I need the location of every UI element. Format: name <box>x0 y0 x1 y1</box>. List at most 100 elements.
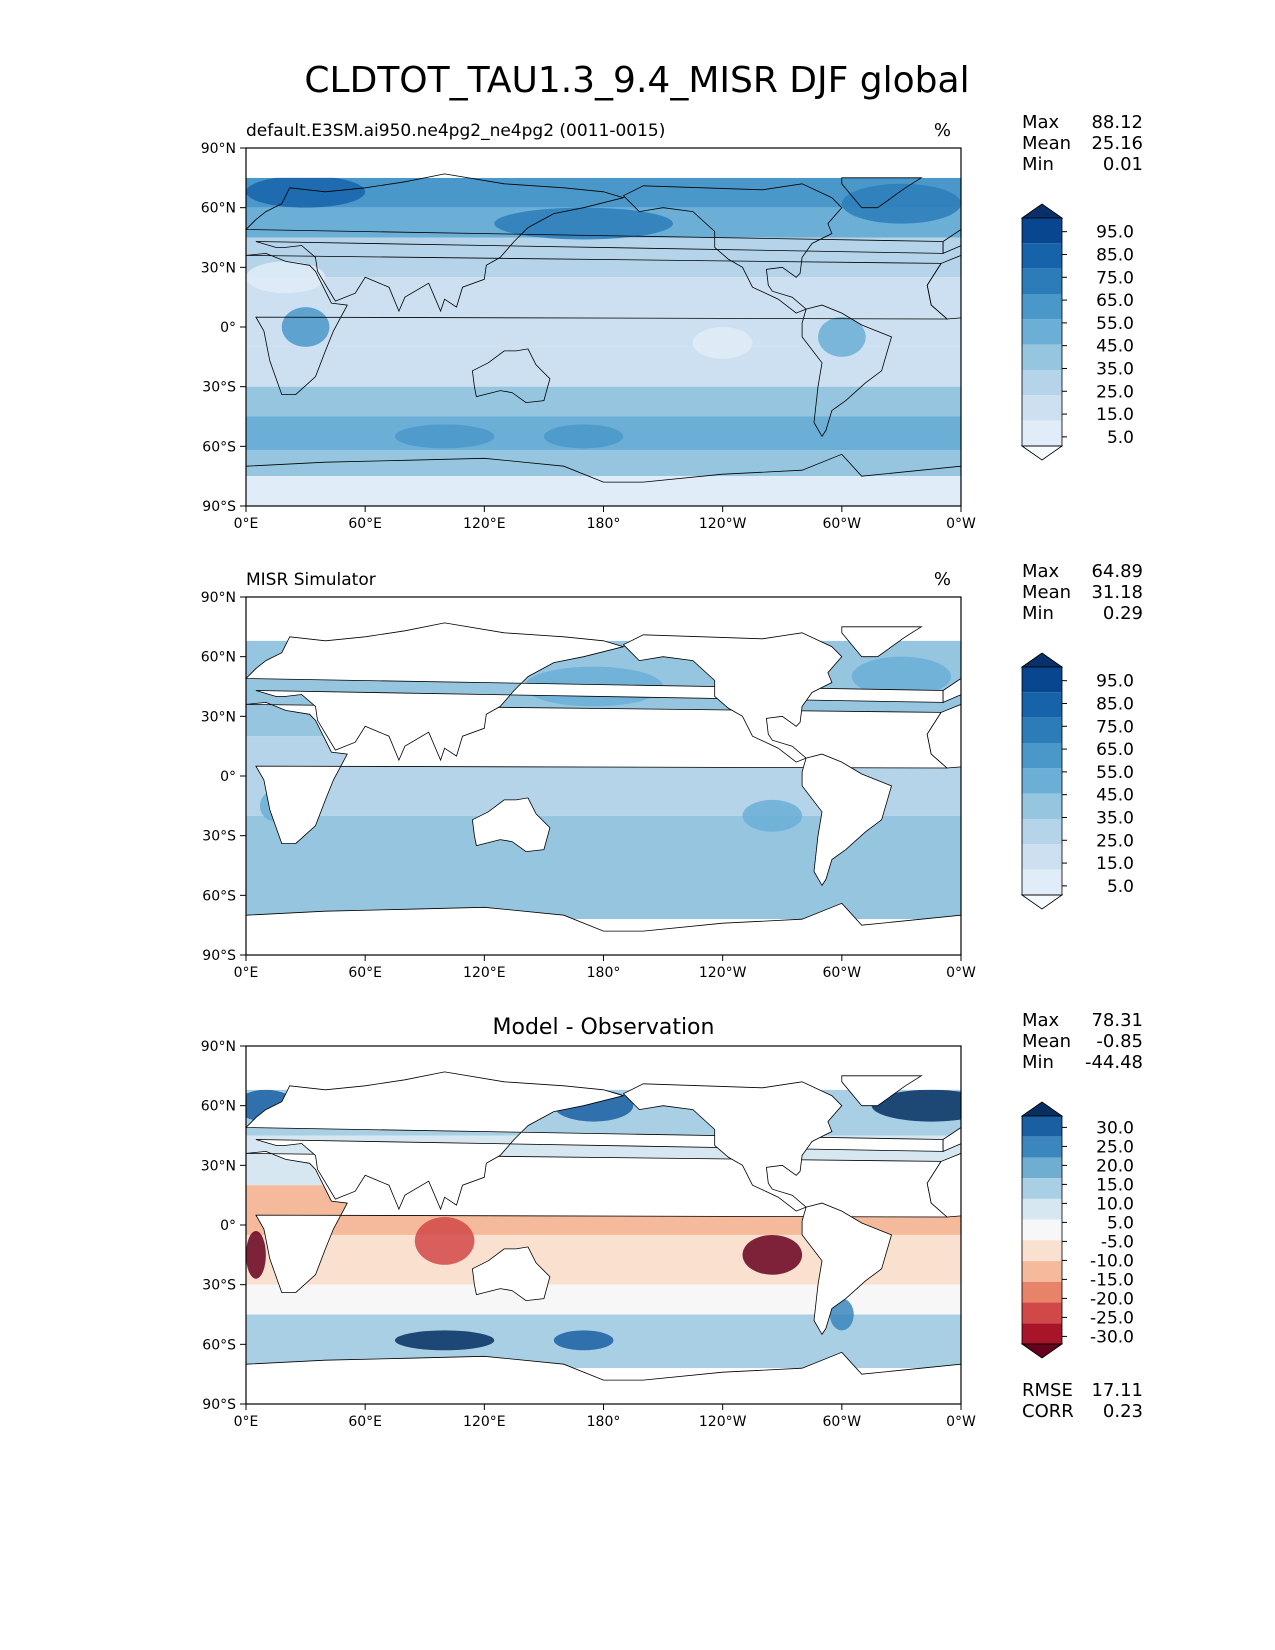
colorbar-cap-top <box>1020 1101 1064 1117</box>
colorbar-label: 65.0 <box>1096 740 1134 760</box>
y-tick-label: 30°N <box>201 1158 236 1174</box>
colorbar-label: 15.0 <box>1096 854 1134 874</box>
continent-africa <box>246 252 949 396</box>
colorbar-frame <box>1021 217 1063 447</box>
continent-antarctica <box>246 902 961 955</box>
metric-value: 17.11 <box>1091 1380 1143 1401</box>
colorbar-segment <box>1022 1323 1062 1344</box>
x-tick-label: 60°W <box>822 1414 861 1430</box>
colorbar-segment <box>1022 1302 1062 1324</box>
continent-africa-wrap <box>926 703 961 769</box>
colorbar-label: 75.0 <box>1096 268 1134 288</box>
colorbar-segment <box>1022 319 1062 345</box>
metric-label: RMSE <box>1022 1380 1073 1401</box>
colorbar-frame <box>1021 1115 1063 1345</box>
map-panel-model: 0°E 60°E 120°E 180° 120°W 60°W 0°W 90°N 60°N 30°N… <box>201 112 1143 532</box>
colorbar-segment <box>1022 243 1062 269</box>
colorbar-label: 25.0 <box>1096 382 1134 402</box>
band-2 <box>246 237 961 278</box>
colorbar-segment <box>1022 667 1062 693</box>
metric-value: 0.23 <box>1103 1401 1143 1422</box>
colorbar-label: -5.0 <box>1101 1232 1134 1252</box>
colorbar-label: -30.0 <box>1090 1327 1134 1347</box>
colorbar-label: 75.0 <box>1096 717 1134 737</box>
colorbar-label: 55.0 <box>1096 763 1134 783</box>
colorbar-segment <box>1022 294 1062 320</box>
metric-label: CORR <box>1022 1401 1074 1422</box>
y-tick-label: 0° <box>220 320 236 336</box>
colorbar-segment <box>1022 268 1062 294</box>
stat-label: Max <box>1022 1010 1060 1031</box>
y-tick-label: 90°S <box>202 499 236 515</box>
colorbar-label: 5.0 <box>1107 877 1134 897</box>
continent-eurasia-wrap <box>942 1126 961 1153</box>
colorbar-segment <box>1022 793 1062 819</box>
colorbar-label: 85.0 <box>1096 694 1134 714</box>
continent-north-america <box>622 183 843 314</box>
band-9 <box>246 476 961 506</box>
continent-eurasia <box>246 622 944 762</box>
colorbar-label: -10.0 <box>1090 1251 1134 1271</box>
colorbar-label: -15.0 <box>1090 1270 1134 1290</box>
continent-australia <box>471 797 551 853</box>
colorbar-label: 95.0 <box>1096 223 1134 243</box>
y-tick-label: 60°N <box>201 1099 236 1115</box>
colorbar-label: 15.0 <box>1096 405 1134 425</box>
colorbar-segment <box>1022 1116 1062 1137</box>
colorbar-label: 55.0 <box>1096 314 1134 334</box>
y-tick-label: 90°N <box>201 141 236 157</box>
colorbar-segment <box>1022 717 1062 743</box>
x-tick-label: 0°W <box>946 1414 976 1430</box>
y-tick-label: 60°N <box>201 201 236 217</box>
map-panel-observation: 0°E 60°E 120°E 180° 120°W 60°W 0°W 90°N 60°N 30°N… <box>201 561 1143 981</box>
y-tick-label: 30°N <box>201 709 236 725</box>
colorbar-segment <box>1022 1261 1062 1282</box>
band-6 <box>246 386 961 417</box>
band-8 <box>246 450 961 477</box>
x-tick-label: 0°W <box>946 965 976 981</box>
colorbar-segment <box>1022 218 1062 244</box>
continent-africa-wrap <box>926 1152 961 1218</box>
colorbar-segment <box>1022 1157 1062 1179</box>
colorbar-label: 15.0 <box>1096 1175 1134 1195</box>
colorbar-label: 5.0 <box>1107 1213 1134 1233</box>
x-tick-label: 120°W <box>699 965 747 981</box>
no-data-north <box>246 148 961 178</box>
colorbar-segment <box>1022 1240 1062 1262</box>
stat-label: Max <box>1022 561 1060 582</box>
y-tick-label: 30°S <box>202 1278 236 1294</box>
x-tick-label: 0°E <box>234 516 259 532</box>
x-tick-label: 120°E <box>463 965 506 981</box>
colorbar-segment <box>1022 1198 1062 1220</box>
colorbar-segment <box>1022 692 1062 718</box>
blob-7 <box>543 424 624 449</box>
x-tick-label: 0°E <box>234 965 259 981</box>
colorbar-segment <box>1022 819 1062 845</box>
x-tick-label: 180° <box>587 965 621 981</box>
colorbar-label: 35.0 <box>1096 808 1134 828</box>
continent-south-america <box>801 753 892 887</box>
x-tick-label: 120°E <box>463 1414 506 1430</box>
colorbar-label: -20.0 <box>1090 1289 1134 1309</box>
y-tick-label: 60°N <box>201 650 236 666</box>
continent-antarctica <box>246 1351 961 1404</box>
continent-greenland <box>841 1075 923 1107</box>
colorbar-label: 45.0 <box>1096 337 1134 357</box>
colorbar-label: 65.0 <box>1096 291 1134 311</box>
colorbar-label: 45.0 <box>1096 786 1134 806</box>
y-tick-label: 30°S <box>202 829 236 845</box>
blob-2 <box>742 799 803 832</box>
stat-value: 0.29 <box>1103 603 1143 624</box>
continent-greenland <box>841 626 923 658</box>
x-tick-label: 60°W <box>822 516 861 532</box>
continent-australia <box>471 1246 551 1302</box>
blob-1 <box>851 656 952 697</box>
blob-3 <box>414 1217 475 1265</box>
x-tick-label: 120°W <box>699 1414 747 1430</box>
x-tick-label: 120°W <box>699 516 747 532</box>
continent-south-america <box>801 1202 892 1336</box>
colorbar-segment <box>1022 420 1062 446</box>
stat-value: 88.12 <box>1091 112 1143 133</box>
panel-title: MISR Simulator <box>246 570 376 590</box>
